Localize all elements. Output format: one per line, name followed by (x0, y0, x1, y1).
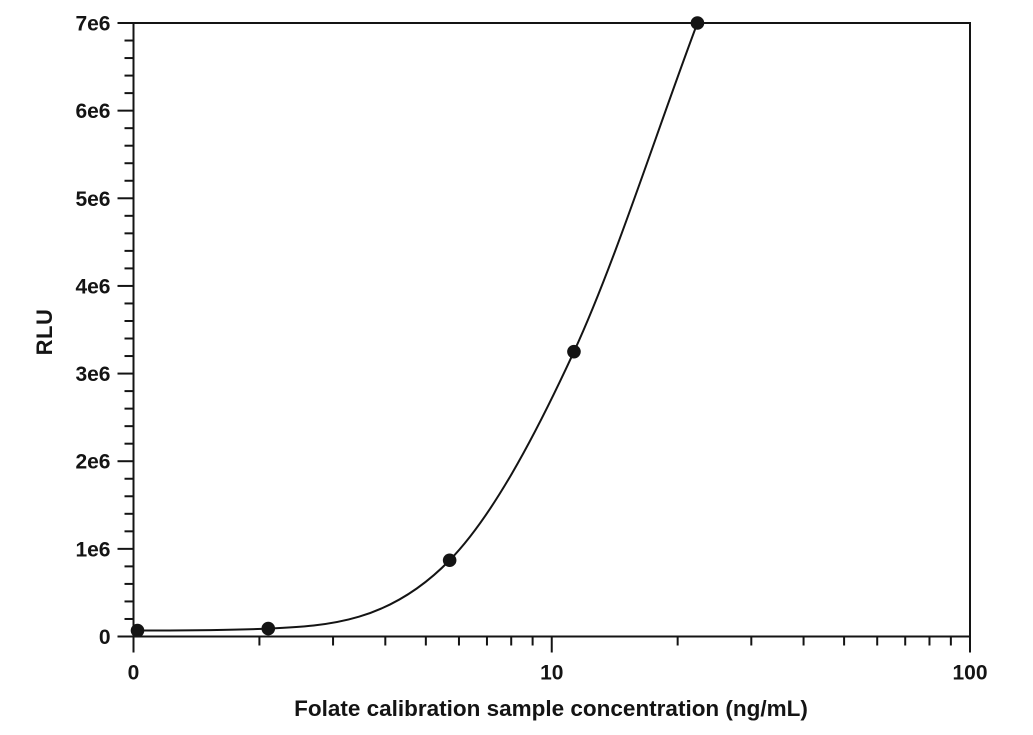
data-point-marker (130, 623, 145, 638)
data-point-marker (690, 16, 705, 30)
data-point-marker (261, 621, 276, 636)
x-axis-title: Folate calibration sample concentration … (294, 696, 808, 721)
y-tick-label: 5e6 (75, 188, 110, 211)
plot-frame (132, 22, 971, 638)
y-tick-label: 0 (99, 626, 111, 649)
y-tick-label: 3e6 (75, 363, 110, 386)
y-tick-label: 4e6 (75, 275, 110, 298)
x-tick-label: 0 (128, 662, 140, 685)
y-tick-label: 7e6 (75, 13, 110, 36)
y-tick-label: 2e6 (75, 451, 110, 474)
data-point-marker (567, 344, 581, 359)
y-axis-title: RLU (32, 308, 57, 356)
x-tick-label: 100 (952, 662, 987, 685)
data-point-marker (442, 553, 457, 568)
calibration-curve-line (137, 22, 699, 632)
x-tick-label: 10 (540, 662, 563, 685)
y-tick-label: 6e6 (75, 100, 110, 123)
y-tick-label: 1e6 (75, 538, 110, 561)
